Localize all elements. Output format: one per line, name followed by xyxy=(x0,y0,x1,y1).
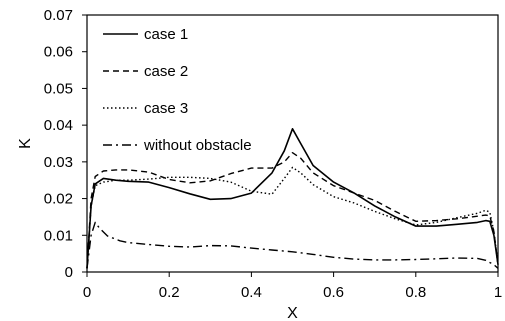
x-tick-label: 0 xyxy=(83,284,91,301)
y-tick-label: 0.06 xyxy=(44,44,73,61)
y-tick-label: 0 xyxy=(65,264,73,281)
x-tick-label: 0.4 xyxy=(241,284,262,301)
y-tick-label: 0.04 xyxy=(44,117,73,134)
y-axis-label: K xyxy=(17,138,34,149)
legend: case 1 case 2 case 3 without obstacle xyxy=(103,26,252,154)
y-tick-label: 0.02 xyxy=(44,191,73,208)
y-tick-label: 0.07 xyxy=(44,7,73,24)
y-tick-label: 0.01 xyxy=(44,227,73,244)
legend-label: case 2 xyxy=(144,63,188,80)
series-line-case-3 xyxy=(86,166,499,269)
series-line-without-obstacle xyxy=(86,221,499,269)
y-tick-label: 0.05 xyxy=(44,80,73,97)
y-tick-label: 0.03 xyxy=(44,154,73,171)
series-group xyxy=(86,128,499,269)
legend-label: without obstacle xyxy=(143,137,252,154)
legend-label: case 1 xyxy=(144,26,188,43)
legend-label: case 3 xyxy=(144,100,188,117)
x-tick-label: 1 xyxy=(494,284,502,301)
x-tick-label: 0.8 xyxy=(405,284,426,301)
axes: 0 0.01 0.02 0.03 0.04 0.05 0.06 0.07 0 0.2 0.4 0.6 0… xyxy=(17,7,502,321)
series-line-case-2 xyxy=(86,152,499,269)
x-tick-label: 0.2 xyxy=(159,284,180,301)
x-tick-label: 0.6 xyxy=(323,284,344,301)
x-axis-label: X xyxy=(287,305,298,321)
plot-area-frame xyxy=(86,14,499,273)
series-line-case-1 xyxy=(86,128,499,269)
